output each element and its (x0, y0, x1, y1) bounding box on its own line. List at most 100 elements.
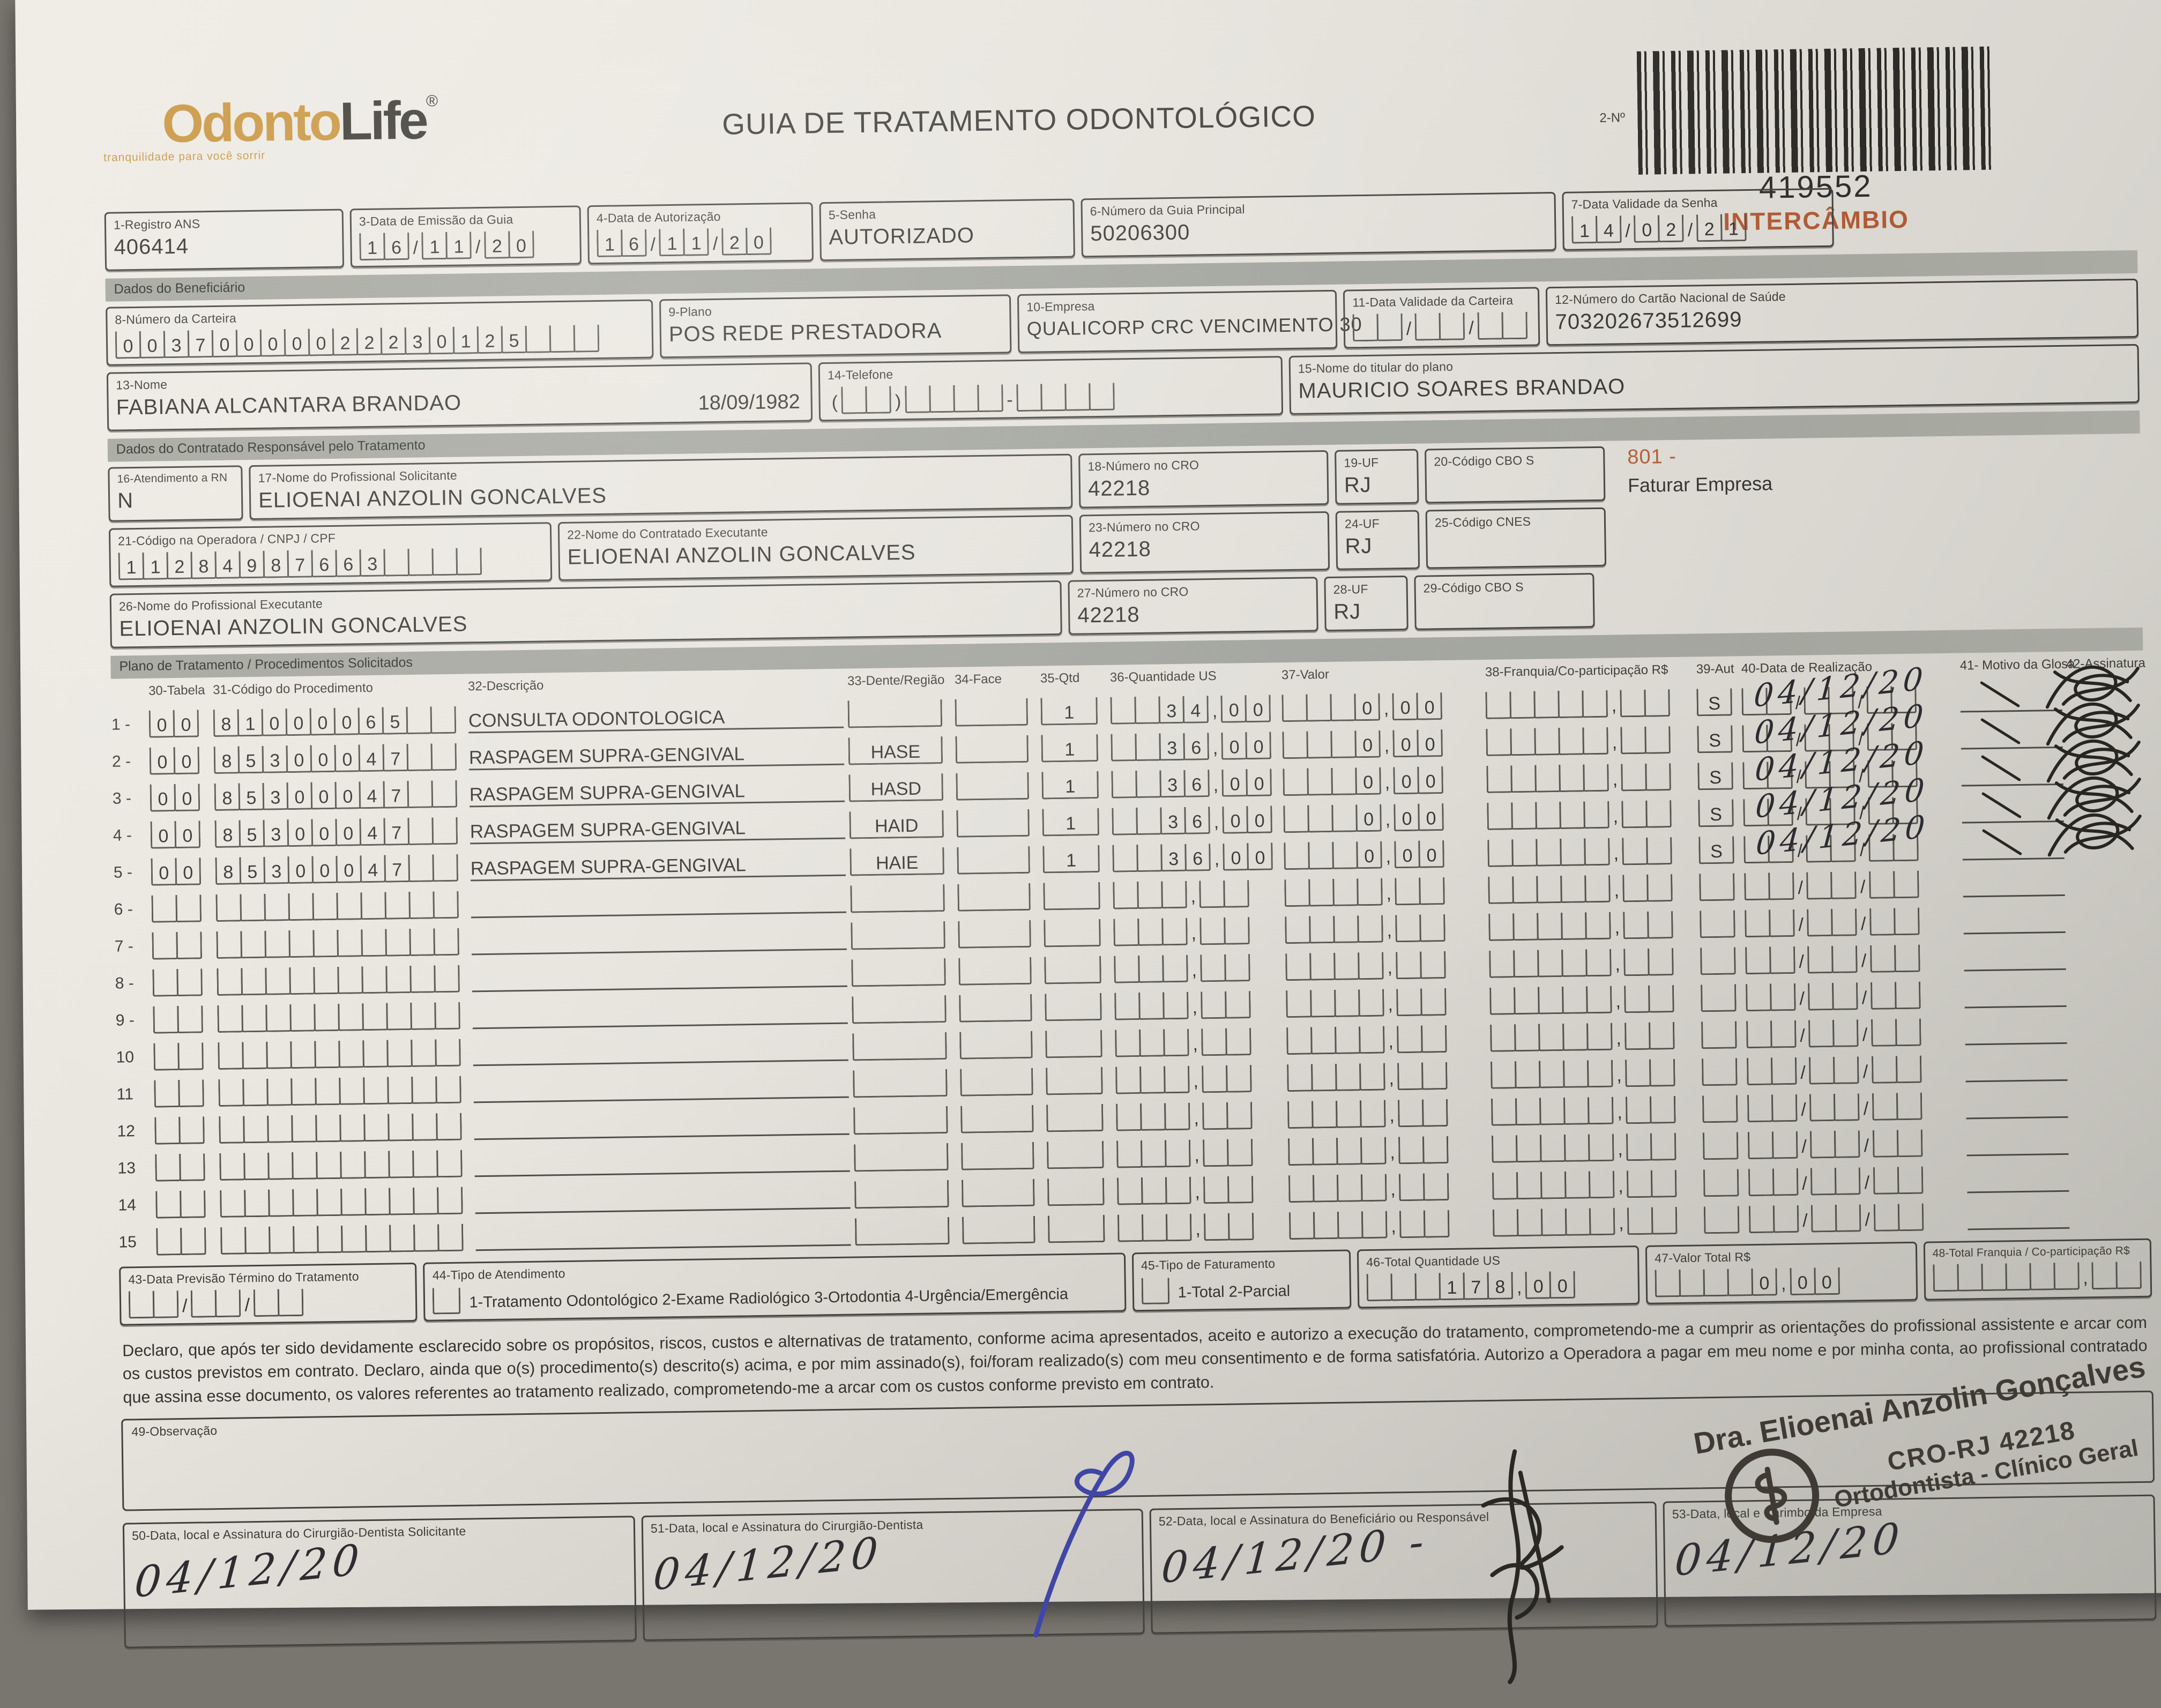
cell-motivo-glosa (1967, 1165, 2069, 1194)
col-header-aut: 39-Aut (1696, 661, 1737, 679)
cell-codigo-procedimento (218, 1076, 470, 1107)
cell-tabela (153, 1005, 213, 1034)
field-label: 1-Registro ANS (114, 215, 333, 233)
field-label: 11-Data Validade da Carteira (1352, 293, 1529, 310)
field-15-titular-plano: 15-Nome do titular do plano MAURICIO SOA… (1289, 344, 2140, 415)
cell-aut (1701, 984, 1737, 1012)
cell-qtd (1046, 1104, 1104, 1132)
cell-codigo-procedimento (219, 1113, 470, 1144)
birthdate: 18/09/1982 (698, 391, 800, 415)
field-18-numero-cro: 18-Número no CRO 42218 (1078, 450, 1329, 508)
cell-qtd (1045, 1030, 1102, 1058)
field-value: 50206300 (1090, 215, 1546, 246)
cell-data-realizacao: / / (1747, 1055, 1962, 1086)
field-label: 10-Empresa (1026, 296, 1327, 315)
field-value: RJ (1333, 599, 1398, 624)
cell-aut (1701, 1021, 1737, 1049)
cell-valor: , (1286, 1025, 1486, 1055)
barcode (1637, 47, 1992, 175)
field-label: 45-Tipo de Faturamento (1141, 1256, 1341, 1273)
field-43-previsao-termino: 43-Data Previsão Término do Tratamento /… (119, 1263, 418, 1326)
barcode-number-label: 2-Nº (1599, 110, 1625, 126)
field-label: 9-Plano (668, 300, 1001, 319)
field-26-profissional-executante: 26-Nome do Profissional Executante ELIOE… (110, 580, 1062, 648)
cell-assinatura (2068, 832, 2146, 859)
cell-motivo-glosa (1964, 943, 2066, 972)
cell-aut (1699, 873, 1735, 901)
scanned-form-paper: OdontoLife® tranquilidade para você sorr… (15, 0, 2161, 1610)
cell-qtd (1047, 1178, 1105, 1206)
field-48-total-franquia: 48-Total Franquia / Co-participação R$ , (1923, 1239, 2152, 1301)
cell-face (955, 735, 1029, 764)
cell-franquia: , (1487, 837, 1695, 867)
cell-assinatura (2071, 1054, 2149, 1081)
row-number: 12 (117, 1122, 151, 1145)
field-value: QUALICORP CRC VENCIMENTO 30 (1027, 314, 1328, 340)
field-5-senha: 5-Senha AUTORIZADO (819, 199, 1075, 262)
cell-codigo-procedimento (219, 1150, 471, 1181)
field-27-numero-cro: 27-Número no CRO 42218 (1068, 577, 1318, 635)
cell-codigo-procedimento (220, 1187, 471, 1218)
cell-franquia: , (1488, 911, 1696, 941)
cell-dente-regiao (853, 1106, 948, 1135)
cell-tabela (152, 968, 213, 997)
field-value (1434, 470, 1595, 472)
field-11-validade-carteira: 11-Data Validade da Carteira / / (1343, 287, 1540, 348)
cell-aut: S (1698, 836, 1734, 864)
field-value: 42218 (1088, 474, 1319, 501)
row-number: 2 - (112, 752, 146, 775)
cell-franquia: , (1492, 1169, 1700, 1199)
row-number: 11 (116, 1085, 150, 1108)
cell-motivo-glosa (1968, 1202, 2070, 1230)
cell-codigo-procedimento (217, 1002, 468, 1033)
cell-valor: , (1288, 1173, 1488, 1203)
field-label: 16-Atendimento a RN (117, 472, 232, 486)
field-label: 46-Total Quantidade US (1366, 1251, 1629, 1270)
cell-face (956, 809, 1030, 838)
field-label: 24-UF (1345, 516, 1409, 532)
field-13-nome: 13-Nome FABIANA ALCANTARA BRANDAO 18/09/… (107, 362, 813, 431)
cell-data-realizacao: / / (1744, 870, 1959, 901)
cell-data-realizacao: / / (1746, 981, 1961, 1012)
cell-data-realizacao: / / (1745, 907, 1959, 938)
cell-motivo-glosa (1963, 869, 2065, 898)
row-number: 10 (116, 1048, 150, 1071)
field-label: 44-Tipo de Atendimento (433, 1259, 1115, 1283)
field-20-codigo-cbo: 20-Código CBO S (1425, 446, 1605, 504)
cell-quantidade-us: , (1114, 990, 1282, 1020)
cell-aut (1704, 1206, 1740, 1234)
col-header-qtd: 35-Qtd (1040, 670, 1106, 689)
cell-tabela (156, 1227, 217, 1256)
tipo-faturamento-checkbox (1141, 1278, 1169, 1304)
cell-data-realizacao: / / (1746, 1018, 1961, 1049)
cell-franquia: , (1486, 726, 1693, 756)
row-number: 14 (118, 1196, 152, 1219)
field-label: 21-Código na Operadora / CNPJ / CPF (118, 528, 541, 548)
cell-dente-regiao: HASE (848, 736, 943, 765)
field-label: 47-Valor Total R$ (1655, 1248, 1907, 1266)
cell-data-realizacao: / / (1749, 1203, 1964, 1234)
field-label: 22-Nome do Contratado Executante (567, 521, 1063, 542)
field-45-tipo-faturamento: 45-Tipo de Faturamento 1-Total 2-Parcial (1132, 1250, 1352, 1312)
cell-dente-regiao: HAID (849, 810, 944, 839)
cell-dente-regiao (855, 1217, 950, 1245)
cell-codigo-procedimento (220, 1224, 472, 1255)
row-number: 5 - (114, 863, 147, 886)
cell-quantidade-us: , (1113, 879, 1280, 909)
field-value (1424, 596, 1584, 599)
tipo-atendimento-checkbox (433, 1288, 461, 1315)
